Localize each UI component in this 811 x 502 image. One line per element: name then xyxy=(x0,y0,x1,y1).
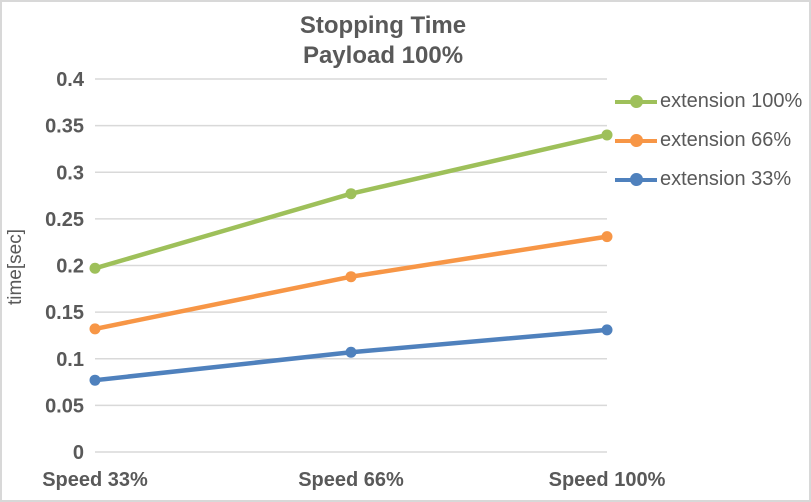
data-point-extension-33- xyxy=(601,324,613,336)
x-tick-label: Speed 100% xyxy=(549,469,666,491)
legend: extension 100% extension 66% extension 33% xyxy=(615,82,802,199)
legend-marker-icon xyxy=(615,134,657,147)
data-point-extension-33- xyxy=(345,346,357,358)
data-point-extension-66- xyxy=(89,323,101,335)
legend-label: extension 66% xyxy=(660,129,792,151)
y-tick-label: 0.4 xyxy=(56,69,85,91)
y-tick-label: 0.15 xyxy=(45,302,84,324)
y-tick-label: 0.3 xyxy=(56,162,84,184)
y-tick-label: 0.1 xyxy=(56,349,84,371)
legend-dot-swatch xyxy=(629,95,643,108)
y-tick-label: 0.35 xyxy=(45,116,84,138)
data-point-extension-66- xyxy=(345,271,357,283)
legend-label: extension 33% xyxy=(660,168,792,190)
legend-dot-swatch xyxy=(629,134,643,147)
legend-item-extension-33-: extension 33% xyxy=(615,160,802,199)
y-tick-label: 0.2 xyxy=(56,256,84,278)
chart-title-line2: Payload 100% xyxy=(302,42,464,69)
chart-title: Stopping Time Payload 100% xyxy=(300,11,466,71)
legend-marker-icon xyxy=(615,95,657,108)
x-tick-label: Speed 66% xyxy=(298,469,404,491)
data-point-extension-33- xyxy=(89,374,101,386)
series-line-extension-66- xyxy=(92,234,610,332)
legend-marker-icon xyxy=(615,173,657,186)
data-point-extension-100- xyxy=(345,188,357,200)
x-tick-label: Speed 33% xyxy=(42,469,148,491)
chart-title-line1: Stopping Time xyxy=(299,12,467,39)
legend-label: extension 100% xyxy=(660,90,803,112)
data-point-extension-66- xyxy=(601,231,613,243)
y-tick-label: 0.25 xyxy=(45,209,84,231)
legend-item-extension-100-: extension 100% xyxy=(615,82,802,121)
data-point-extension-100- xyxy=(89,262,101,274)
legend-dot-swatch xyxy=(629,173,643,186)
y-tick-label: 0 xyxy=(73,442,84,464)
y-tick-label: 0.05 xyxy=(45,395,84,417)
data-point-extension-100- xyxy=(601,129,613,141)
legend-item-extension-66-: extension 66% xyxy=(615,121,802,160)
